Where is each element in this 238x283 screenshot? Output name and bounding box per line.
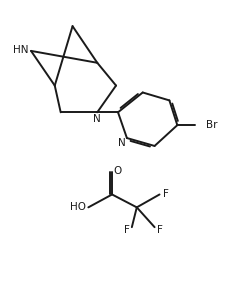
Text: F: F xyxy=(163,190,169,200)
Text: HN: HN xyxy=(13,45,29,55)
Text: Br: Br xyxy=(206,120,218,130)
Text: O: O xyxy=(113,166,121,176)
Text: N: N xyxy=(118,138,126,148)
Text: F: F xyxy=(124,225,130,235)
Text: HO: HO xyxy=(70,202,86,212)
Text: N: N xyxy=(93,114,101,124)
Text: F: F xyxy=(157,225,163,235)
